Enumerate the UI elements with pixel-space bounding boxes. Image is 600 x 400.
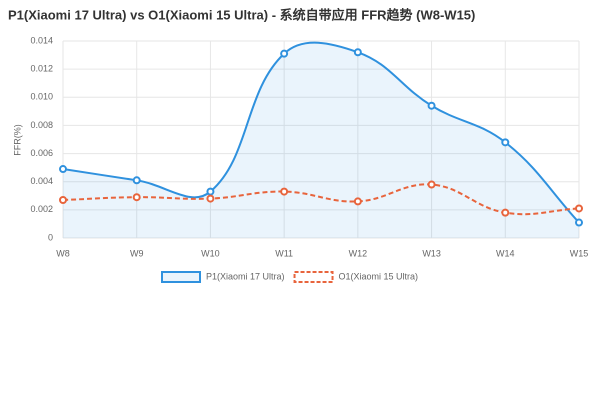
y-tick-label: 0 [48,232,53,242]
point [427,180,436,189]
y-axis-label: FFR(%) [12,124,22,156]
point [280,187,289,196]
x-tick-label: W10 [201,248,220,258]
x-tick-label: W13 [422,248,441,258]
area [63,42,579,239]
legend-label: P1(Xiaomi 17 Ultra) [206,271,285,281]
point [353,48,362,57]
point [575,204,583,213]
point [427,101,436,110]
point [59,196,67,205]
chart-title: P1(Xiaomi 17 Ultra) vs O1(Xiaomi 15 Ultr… [8,7,475,22]
y-tick-label: 0.010 [30,92,53,102]
point [132,176,141,185]
legend-swatch [161,271,201,283]
x-tick-label: W9 [130,248,144,258]
point [206,194,215,203]
x-tick-label: W11 [275,248,293,258]
x-tick-label: W14 [496,248,515,258]
line [62,183,580,216]
y-tick-label: 0.014 [30,35,53,45]
point [353,197,362,206]
y-tick-label: 0.008 [30,120,53,130]
y-tick-label: 0.012 [30,64,53,74]
legend-swatch [293,271,334,283]
point [501,208,510,217]
y-tick-label: 0.004 [30,176,53,186]
x-tick-label: W12 [349,248,368,258]
x-tick-label: W15 [570,248,589,258]
point [59,165,67,174]
y-tick-label: 0.006 [30,148,53,158]
point [206,187,215,196]
point [501,138,510,147]
x-tick-label: W8 [56,248,70,258]
point [132,193,141,202]
legend-label: O1(Xiaomi 15 Ultra) [339,271,419,281]
point [280,49,289,58]
point [575,218,583,227]
y-tick-label: 0.002 [30,204,53,214]
line [62,41,580,224]
